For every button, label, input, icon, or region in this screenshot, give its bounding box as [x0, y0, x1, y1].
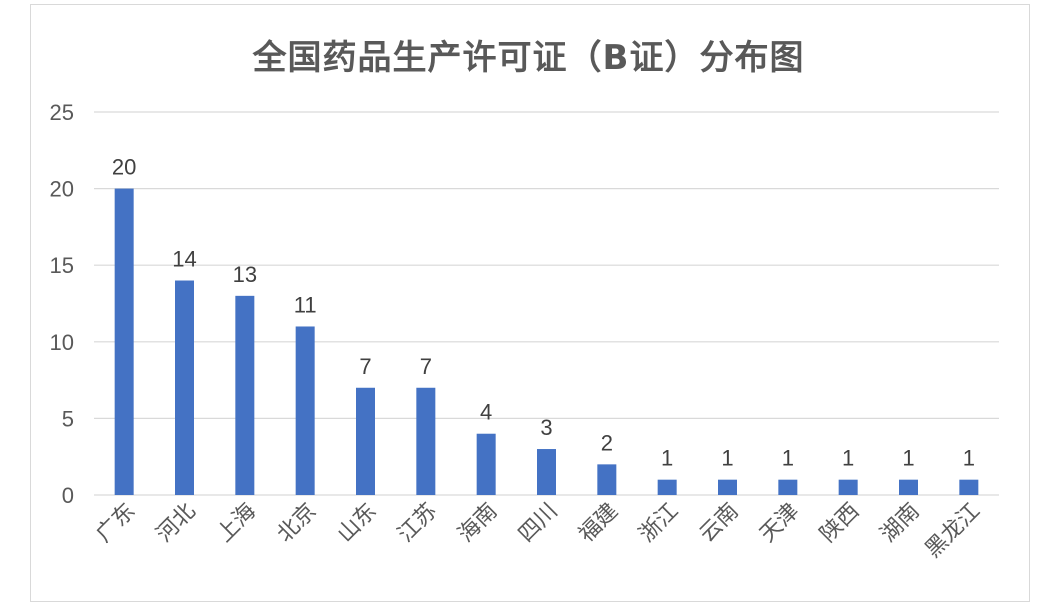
category-label: 河北 [152, 499, 201, 548]
data-label: 20 [112, 155, 136, 180]
bar [114, 188, 134, 495]
bar [657, 479, 677, 495]
bars [114, 188, 979, 495]
data-label: 7 [420, 354, 432, 379]
data-label: 1 [842, 446, 854, 471]
data-label: 13 [233, 262, 257, 287]
y-tick-label: 10 [50, 330, 74, 355]
bar [416, 387, 436, 495]
category-label: 江苏 [393, 499, 442, 548]
category-label: 云南 [695, 499, 744, 548]
category-label: 黑龙江 [921, 499, 985, 563]
category-label: 上海 [212, 499, 261, 548]
category-label: 天津 [755, 499, 804, 548]
bar [959, 479, 979, 495]
chart-title: 全国药品生产许可证（B证）分布图 [252, 38, 805, 78]
data-label: 2 [601, 430, 613, 455]
category-label: 山东 [333, 499, 382, 548]
bar [356, 387, 375, 495]
y-tick-label: 0 [62, 483, 74, 508]
data-label: 4 [480, 400, 492, 425]
data-label: 1 [902, 446, 914, 471]
y-tick-label: 15 [50, 253, 74, 278]
data-label: 1 [721, 446, 733, 471]
data-label: 7 [359, 354, 371, 379]
category-label: 浙江 [635, 499, 684, 548]
bar [175, 280, 194, 495]
data-label: 11 [294, 292, 317, 317]
bar [295, 326, 315, 495]
category-label: 广东 [92, 499, 141, 548]
y-tick-label: 20 [50, 177, 74, 202]
bar [899, 479, 918, 495]
y-tick-label: 5 [62, 406, 74, 431]
bar [597, 464, 617, 495]
bar [537, 449, 556, 495]
category-label: 陕西 [816, 499, 865, 548]
bar [838, 479, 858, 495]
bar [778, 479, 798, 495]
data-label: 1 [782, 446, 794, 471]
data-label: 3 [540, 415, 552, 440]
data-label: 1 [661, 446, 673, 471]
category-label: 海南 [454, 499, 503, 548]
y-axis-ticks: 0 5 10 15 20 25 [50, 100, 74, 508]
data-label: 1 [963, 446, 975, 471]
bar [235, 295, 255, 495]
y-tick-label: 25 [50, 100, 74, 125]
bar [718, 479, 737, 495]
category-label: 福建 [574, 499, 623, 548]
category-label: 四川 [514, 499, 563, 548]
category-label: 湖南 [876, 499, 925, 548]
data-label: 14 [172, 247, 196, 272]
category-label: 北京 [273, 499, 322, 548]
bar [476, 433, 496, 495]
chart-frame [30, 4, 1030, 602]
